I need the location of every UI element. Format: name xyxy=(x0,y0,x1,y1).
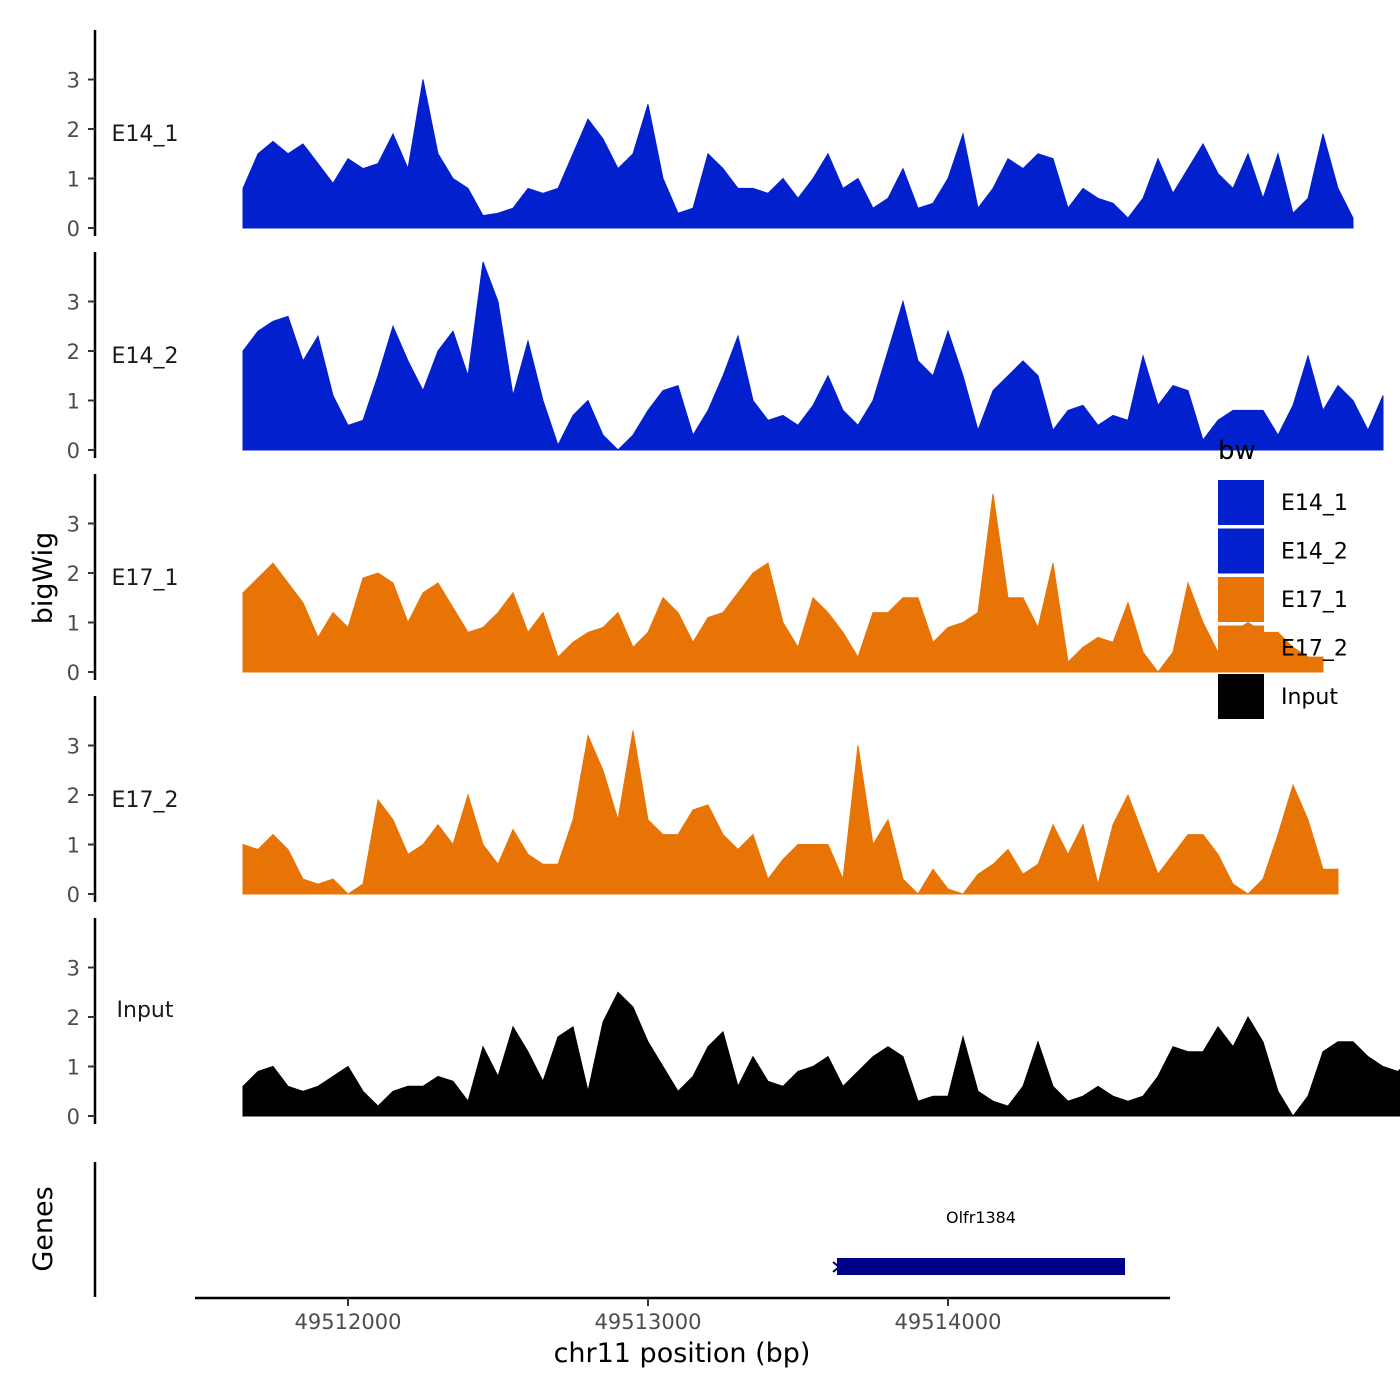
y-tick-label: 0 xyxy=(67,217,80,241)
x-ticks: 49512000 49513000 49514000 xyxy=(295,1298,1002,1334)
y-tick-label: 2 xyxy=(67,784,80,808)
y-tick-label: 1 xyxy=(67,612,80,636)
coverage-area-E14_1 xyxy=(242,79,1354,229)
y-tick-label: 1 xyxy=(67,390,80,414)
y-tick-label: 3 xyxy=(67,735,80,759)
gene-label: Olfr1384 xyxy=(946,1208,1016,1227)
legend-label: E14_1 xyxy=(1281,491,1348,516)
track-label: E17_1 xyxy=(112,566,179,591)
coverage-area-E17_1 xyxy=(242,493,1324,673)
x-tick-label: 49513000 xyxy=(595,1310,702,1334)
legend-swatch xyxy=(1218,528,1264,574)
y-tick-label: 3 xyxy=(67,291,80,315)
y-tick-label: 2 xyxy=(67,1006,80,1030)
y-tick-label: 3 xyxy=(67,957,80,981)
y-tick-label: 1 xyxy=(67,834,80,858)
y-tick-label: 2 xyxy=(67,118,80,142)
coverage-area-E17_2 xyxy=(242,730,1339,895)
legend-swatch xyxy=(1218,674,1264,719)
legend-item: E14_2 xyxy=(1218,528,1348,574)
y-tick-label: 0 xyxy=(67,1105,80,1129)
legend-swatch xyxy=(1218,577,1264,622)
track-E14_2: 0 1 2 3 E14_2 xyxy=(67,252,1384,463)
legend-label: E14_2 xyxy=(1281,540,1348,565)
track-label: E14_1 xyxy=(112,122,179,147)
y-tick-label: 1 xyxy=(67,168,80,192)
legend-item: E14_1 xyxy=(1218,480,1348,525)
y-tick-label: 1 xyxy=(67,1056,80,1080)
legend-item: Input xyxy=(1218,674,1338,719)
legend-title: bw xyxy=(1218,436,1256,466)
y-tick-label: 3 xyxy=(67,513,80,537)
x-axis-title: chr11 position (bp) xyxy=(554,1338,811,1369)
legend-item: E17_1 xyxy=(1218,577,1348,622)
legend-label: E17_2 xyxy=(1281,637,1348,662)
x-axis: 49512000 49513000 49514000 chr11 position … xyxy=(195,1296,1170,1369)
legend-item: E17_2 xyxy=(1218,625,1348,671)
track-label: E14_2 xyxy=(112,344,179,369)
y-tick-label: 0 xyxy=(67,661,80,685)
legend-swatch xyxy=(1218,625,1264,671)
track-label: Input xyxy=(117,998,174,1023)
y-tick-label: 0 xyxy=(67,439,80,463)
track-Input: 0 1 2 3 Input xyxy=(67,918,1400,1129)
y-axis-title: bigWig xyxy=(28,532,59,625)
legend-swatch xyxy=(1218,480,1264,525)
y-tick-label: 2 xyxy=(67,562,80,586)
coverage-tracks: 0 1 2 3 E14_1 0 1 2 3 E14_2 0 1 2 3 E17_1 0 1 2 3 E17_2 0 1 2 3… xyxy=(67,30,1400,1129)
coverage-area-E14_2 xyxy=(242,261,1384,451)
legend-label: E17_1 xyxy=(1281,588,1348,613)
legend-label: Input xyxy=(1281,685,1338,710)
legend-items: E14_1 E14_2 E17_1 E17_2 Input xyxy=(1218,480,1348,719)
y-tick-label: 0 xyxy=(67,883,80,907)
x-tick-label: 49512000 xyxy=(295,1310,402,1334)
coverage-area-Input xyxy=(242,991,1400,1117)
gene-track-title: Genes xyxy=(28,1186,59,1271)
track-E17_1: 0 1 2 3 E17_1 xyxy=(67,474,1324,685)
legend: bw E14_1 E14_2 E17_1 E17_2 Input xyxy=(1218,436,1348,719)
y-tick-label: 3 xyxy=(67,69,80,93)
gene-strand-arrow xyxy=(832,1261,841,1273)
track-E14_1: 0 1 2 3 E14_1 xyxy=(67,30,1354,241)
gene-items: Olfr1384 xyxy=(832,1208,1125,1275)
gene-Olfr1384: Olfr1384 xyxy=(832,1208,1125,1275)
gene-track: Genes Olfr1384 xyxy=(28,1162,1125,1297)
y-tick-label: 2 xyxy=(67,340,80,364)
track-label: E17_2 xyxy=(112,788,179,813)
gene-body xyxy=(837,1258,1125,1275)
track-E17_2: 0 1 2 3 E17_2 xyxy=(67,696,1339,907)
x-tick-label: 49514000 xyxy=(895,1310,1002,1334)
